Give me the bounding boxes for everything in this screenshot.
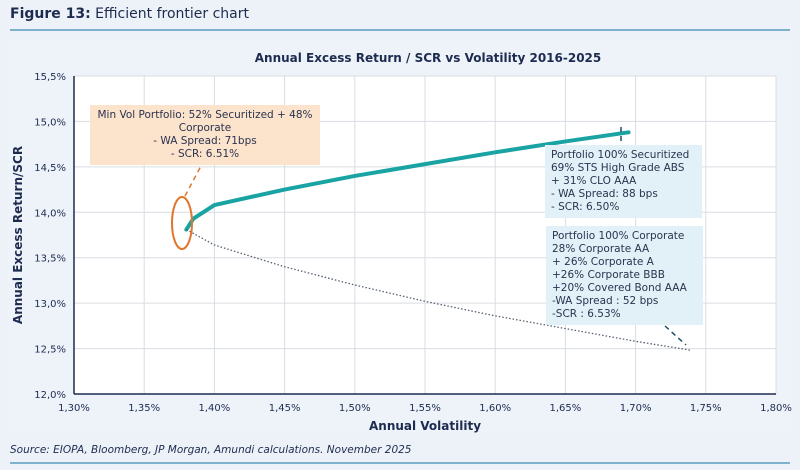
bottom-divider	[10, 462, 790, 464]
y-tick-label: 14,0%	[34, 208, 66, 219]
figure-title: Figure 13: Efficient frontier chart	[10, 6, 249, 22]
efficient-frontier-upper-line	[184, 130, 631, 232]
x-tick-label: 1,70%	[620, 403, 652, 414]
x-tick-label: 1,35%	[128, 403, 160, 414]
annotation-line: - WA Spread: 88 bps	[551, 188, 658, 200]
annotation-line: + 31% CLO AAA	[551, 175, 637, 187]
x-tick-label: 1,80%	[760, 403, 792, 414]
annotation-line: Portfolio 100% Corporate	[552, 230, 685, 242]
x-tick-label: 1,60%	[479, 403, 511, 414]
annotation-line: - WA Spread: 71bps	[153, 135, 257, 147]
annotation-line: -WA Spread : 52 bps	[552, 295, 659, 307]
x-tick-label: 1,45%	[269, 403, 301, 414]
min-vol-connector	[184, 165, 202, 197]
x-tick-label: 1,75%	[690, 403, 722, 414]
x-tick-label: 1,40%	[199, 403, 231, 414]
annotation-line: +20% Covered Bond AAA	[552, 282, 687, 294]
y-tick-label: 15,5%	[34, 72, 66, 83]
annotation-corporate: Portfolio 100% Corporate 28% Corporate AA…	[546, 226, 703, 325]
figure-label: Figure 13:	[10, 6, 91, 22]
figure-title-text: Efficient frontier chart	[95, 6, 249, 22]
y-tick-label: 14,5%	[34, 163, 66, 174]
x-tick-label: 1,55%	[409, 403, 441, 414]
annotation-line: Min Vol Portfolio: 52% Securitized + 48%	[97, 109, 313, 121]
series	[184, 130, 692, 352]
y-tick-label: 15,0%	[34, 117, 66, 128]
annotation-line: 69% STS High Grade ABS	[551, 162, 685, 174]
annotation-line: -SCR : 6.53%	[552, 308, 621, 320]
annotation-line: - SCR: 6.50%	[551, 201, 620, 213]
frontier-lower-dotted-line	[186, 228, 692, 352]
x-tick-label: 1,65%	[550, 403, 582, 414]
annotation-min-vol: Min Vol Portfolio: 52% Securitized + 48%…	[90, 105, 320, 165]
min-vol-highlight-ellipse	[171, 196, 193, 250]
annotation-line: 28% Corporate AA	[552, 243, 650, 255]
y-tick-label: 12,5%	[34, 345, 66, 356]
top-divider	[10, 29, 790, 31]
x-tick-label: 1,50%	[339, 403, 371, 414]
annotation-line: Portfolio 100% Securitized	[551, 149, 690, 161]
annotation-line: +26% Corporate BBB	[552, 269, 665, 281]
y-axis-label: Annual Excess Return/SCR	[11, 146, 25, 324]
corporate-connector	[664, 325, 687, 346]
chart-title: Annual Excess Return / SCR vs Volatility…	[255, 51, 602, 65]
ticks: 1,30% 1,35% 1,40% 1,45% 1,50% 1,55% 1,60% 1,65%…	[34, 72, 792, 414]
annotation-securitized: Portfolio 100% Securitized 69% STS High G…	[545, 145, 702, 218]
annotation-line: - SCR: 6.51%	[170, 148, 240, 160]
y-tick-label: 13,5%	[34, 254, 66, 265]
x-tick-label: 1,30%	[58, 403, 90, 414]
annotation-line: + 26% Corporate A	[552, 256, 654, 268]
y-tick-label: 12,0%	[34, 390, 66, 401]
x-axis-label: Annual Volatility	[369, 419, 481, 433]
source-note: Source: EIOPA, Bloomberg, JP Morgan, Amu…	[10, 444, 412, 456]
annotation-line: Corporate	[178, 122, 232, 134]
y-tick-label: 13,0%	[34, 299, 66, 310]
